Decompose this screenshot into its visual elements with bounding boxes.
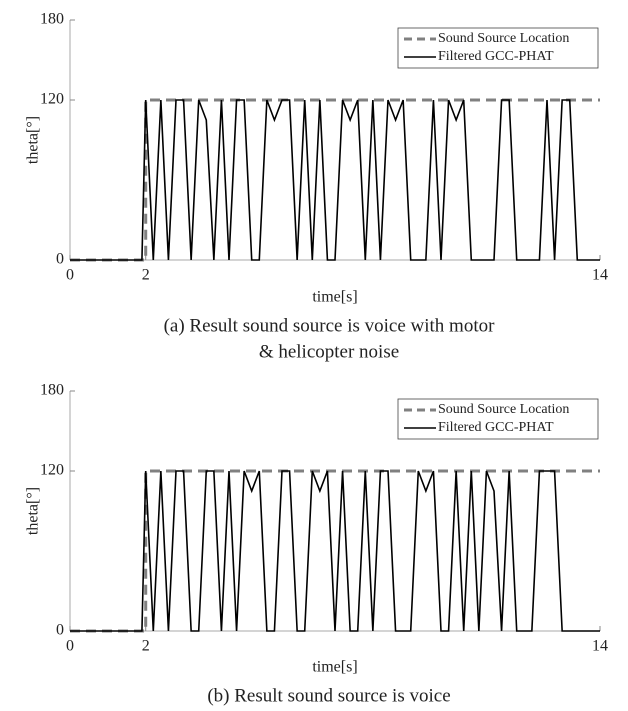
x-tick-label: 14 bbox=[592, 267, 608, 284]
y-tick-label: 180 bbox=[40, 11, 64, 28]
x-axis-label: time[s] bbox=[312, 289, 357, 306]
legend-box bbox=[397, 27, 599, 69]
caption: (b) Result sound source is voice bbox=[207, 685, 450, 706]
caption: (a) Result sound source is voice with mo… bbox=[164, 315, 496, 336]
legend-box bbox=[397, 398, 599, 440]
y-tick-label: 120 bbox=[40, 91, 64, 108]
data-line bbox=[70, 99, 600, 261]
x-tick-label: 0 bbox=[66, 638, 74, 655]
data-line bbox=[70, 470, 600, 632]
y-tick-label: 0 bbox=[56, 251, 64, 268]
caption: & helicopter noise bbox=[259, 341, 399, 362]
legend-label: Filtered GCC-PHAT bbox=[438, 49, 554, 64]
chart: 0 120 180 0 2 14 time[s] theta[°] (a) Result sou… bbox=[25, 11, 608, 363]
legend-label: Sound Source Location bbox=[438, 31, 569, 46]
x-axis-label: time[s] bbox=[312, 659, 357, 676]
chart: 0 120 180 0 2 14 time[s] theta[°] (b) Result sou… bbox=[25, 382, 608, 707]
x-tick-label: 14 bbox=[592, 638, 608, 655]
y-tick-label: 0 bbox=[56, 622, 64, 639]
legend-label: Filtered GCC-PHAT bbox=[438, 420, 554, 435]
y-axis-label: theta[°] bbox=[25, 116, 42, 164]
x-tick-label: 2 bbox=[142, 638, 150, 655]
y-tick-label: 180 bbox=[40, 382, 64, 399]
y-axis-label: theta[°] bbox=[25, 487, 42, 535]
y-tick-label: 120 bbox=[40, 462, 64, 479]
x-tick-label: 2 bbox=[142, 267, 150, 284]
x-tick-label: 0 bbox=[66, 267, 74, 284]
legend-label: Sound Source Location bbox=[438, 402, 569, 417]
